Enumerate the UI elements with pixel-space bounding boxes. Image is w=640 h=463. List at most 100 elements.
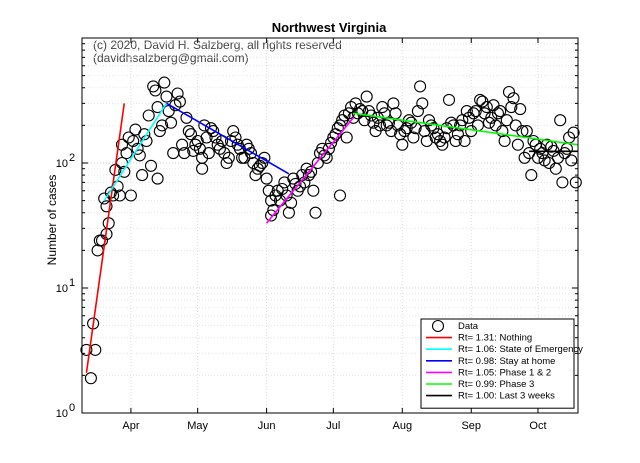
data-point — [309, 206, 322, 219]
data-point — [149, 84, 162, 97]
legend-label-3: Rt= 1.05: Phase 1 & 2 — [458, 367, 551, 378]
data-point — [220, 156, 233, 170]
data-point — [467, 107, 480, 120]
data-point — [487, 99, 500, 112]
data-point — [198, 119, 211, 132]
data-point — [164, 116, 178, 129]
data-point — [187, 144, 200, 157]
y-axis-label: Number of cases — [45, 175, 59, 266]
data-point — [560, 142, 573, 155]
data-point — [302, 169, 315, 182]
data-point — [474, 93, 487, 106]
legend-label-0: Rt= 1.31: Nothing — [458, 333, 532, 344]
data-point — [438, 131, 451, 144]
data-point — [429, 131, 442, 144]
data-point — [387, 97, 400, 110]
data-point — [171, 87, 184, 100]
data-point — [158, 76, 171, 89]
y-tick-label: 10 — [56, 408, 68, 420]
data-point — [142, 109, 155, 122]
data-point — [222, 151, 235, 164]
data-point — [407, 131, 420, 144]
data-point — [567, 126, 580, 139]
data-point — [480, 101, 493, 114]
data-point — [449, 134, 462, 148]
data-point — [182, 125, 195, 138]
data-point — [525, 169, 538, 182]
data-point — [265, 209, 278, 222]
data-point — [511, 138, 524, 151]
x-tick-label: Aug — [392, 420, 412, 432]
data-point — [436, 138, 449, 151]
data-point — [569, 176, 582, 189]
data-point — [445, 116, 458, 129]
data-point — [527, 134, 540, 148]
data-point — [551, 151, 565, 164]
fit-line-2 — [166, 102, 290, 175]
data-point — [256, 156, 269, 170]
data-point — [507, 92, 520, 105]
y-tick-exponent: 1 — [69, 277, 75, 289]
x-tick-label: Jul — [326, 420, 340, 432]
data-point — [498, 134, 511, 148]
data-point — [414, 80, 427, 93]
data-point — [136, 169, 149, 182]
data-point — [556, 176, 569, 189]
data-point — [442, 93, 456, 106]
data-point — [285, 196, 298, 209]
data-point — [280, 189, 293, 202]
data-point — [347, 111, 360, 124]
data-point — [565, 154, 578, 167]
data-point — [138, 128, 151, 141]
data-point — [531, 151, 545, 164]
data-point — [563, 131, 576, 144]
data-point — [518, 151, 531, 164]
data-point — [389, 107, 402, 120]
fit-lines — [85, 102, 579, 373]
legend-label-data: Data — [458, 321, 479, 332]
data-point — [305, 165, 318, 178]
data-point — [360, 90, 373, 103]
data-point — [189, 138, 202, 151]
data-point — [333, 119, 347, 132]
data-point — [502, 85, 516, 99]
fit-line-3 — [265, 117, 354, 224]
fit-line-0 — [85, 103, 126, 373]
x-tick-label: Oct — [529, 420, 546, 432]
data-point — [224, 134, 238, 148]
data-point — [131, 142, 144, 155]
data-point — [520, 125, 533, 138]
data-point — [213, 142, 226, 155]
data-point — [258, 151, 271, 164]
data-point — [427, 122, 440, 135]
y-tick-label: 10 — [56, 158, 68, 170]
data-point — [95, 234, 109, 247]
x-tick-label: May — [187, 420, 208, 432]
data-point — [282, 206, 295, 219]
data-point — [376, 101, 389, 114]
legend-box — [420, 318, 575, 409]
data-point — [420, 134, 433, 148]
data-point — [505, 101, 518, 114]
data-point — [144, 159, 158, 172]
data-point — [260, 172, 273, 185]
data-point — [153, 125, 166, 138]
data-point — [311, 156, 324, 170]
data-point — [160, 90, 173, 103]
copyright-line-2: (davidhsalzberg@gmail.com) — [93, 51, 249, 65]
fit-line-1 — [103, 102, 168, 202]
fit-line-4 — [353, 112, 579, 146]
data-point — [227, 125, 240, 138]
data-point — [293, 180, 307, 193]
data-point — [184, 128, 198, 141]
data-point — [120, 147, 133, 160]
y-tick-exponent: 2 — [69, 152, 75, 164]
data-point — [178, 147, 191, 160]
data-point — [253, 159, 266, 172]
data-point — [491, 107, 504, 120]
legend-label-2: Rt= 0.98: Stay at home — [458, 356, 555, 367]
data-point — [416, 97, 429, 110]
